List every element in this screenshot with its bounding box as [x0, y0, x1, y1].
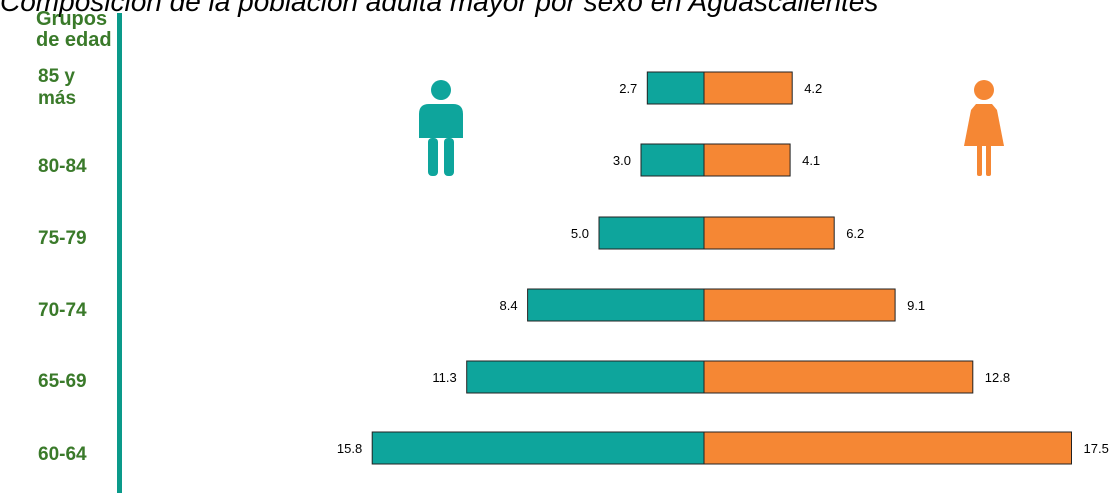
- value-label-right-2: 6.2: [846, 226, 864, 241]
- category-label-5: 60-64: [38, 444, 87, 466]
- bar-right-5: [703, 431, 1072, 465]
- category-label-2-line-0: 75-79: [38, 228, 87, 249]
- value-label-left-4: 11.3: [432, 370, 456, 385]
- category-axis-title: Grupos de edad: [36, 9, 112, 51]
- value-label-left-3: 8.4: [500, 298, 518, 313]
- value-label-right-5: 17.5: [1084, 441, 1109, 456]
- value-label-right-0: 4.2: [804, 81, 822, 96]
- bar-right-0: [703, 71, 793, 105]
- category-label-4-line-0: 65-69: [38, 371, 87, 392]
- value-label-right-1: 4.1: [802, 153, 820, 168]
- value-labels-group: 2.7 4.2 3.0 4.1 5.0 6.2 8.4 9.1 11.3 12.8 15.8 17.5: [337, 81, 1109, 456]
- bar-left-0: [646, 71, 705, 105]
- bar-right-3: [703, 288, 896, 322]
- category-label-0: 85 y más: [38, 66, 76, 110]
- category-label-5-line-0: 60-64: [38, 444, 87, 465]
- bar-left-3: [527, 288, 705, 322]
- value-label-right-4: 12.8: [985, 370, 1010, 385]
- value-label-left-1: 3.0: [613, 153, 631, 168]
- bar-right-4: [703, 360, 974, 394]
- chart-title: Composición de la población adulta mayor…: [0, 0, 879, 17]
- bar-right-1: [703, 143, 791, 177]
- bar-left-4: [466, 360, 705, 394]
- bar-left-1: [640, 143, 705, 177]
- value-label-left-2: 5.0: [571, 226, 589, 241]
- value-label-left-0: 2.7: [619, 81, 637, 96]
- category-label-0-line-0: 85 y: [38, 66, 75, 87]
- value-label-left-5: 15.8: [337, 441, 362, 456]
- category-label-4: 65-69: [38, 371, 87, 393]
- category-label-1-line-0: 80-84: [38, 156, 87, 177]
- female-person-icon: [964, 80, 1004, 176]
- category-label-3: 70-74: [38, 300, 87, 322]
- value-label-right-3: 9.1: [907, 298, 925, 313]
- bar-left-5: [371, 431, 705, 465]
- category-label-0-line-1: más: [38, 88, 77, 109]
- category-axis-title-line-1: Grupos: [36, 8, 108, 30]
- bars-group: [371, 71, 1072, 465]
- bar-left-2: [598, 216, 705, 250]
- male-person-icon: [419, 80, 463, 176]
- category-axis-title-line-2: de edad: [36, 29, 112, 51]
- category-label-3-line-0: 70-74: [38, 300, 87, 321]
- category-label-2: 75-79: [38, 228, 87, 250]
- category-axis-line: [117, 13, 122, 493]
- category-label-1: 80-84: [38, 156, 87, 178]
- bar-right-2: [703, 216, 835, 250]
